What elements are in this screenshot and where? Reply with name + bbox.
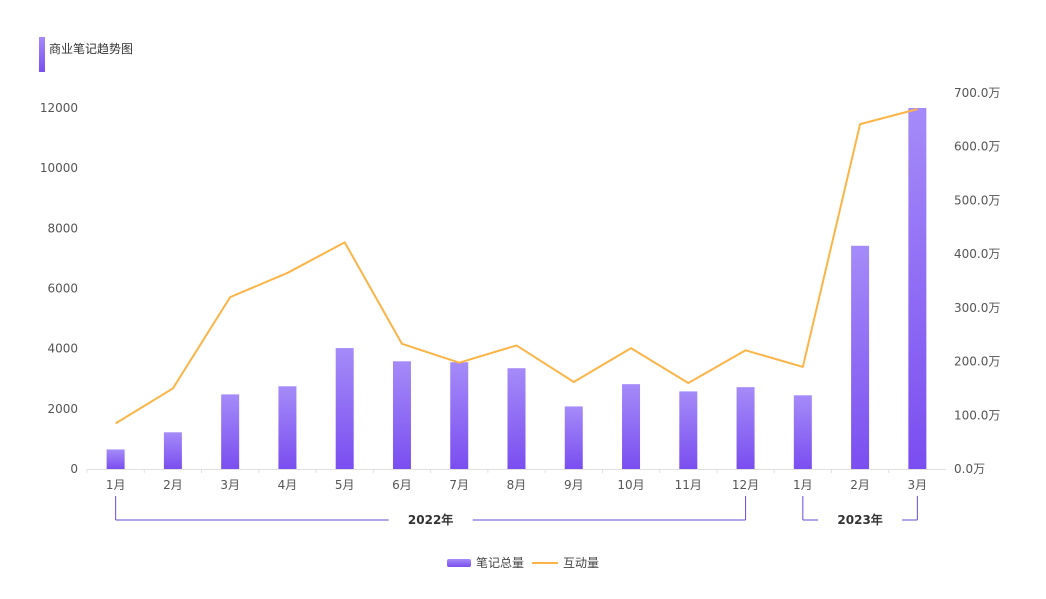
bar — [908, 108, 927, 469]
legend-item-notes[interactable]: 笔记总量 — [446, 554, 524, 571]
bar — [851, 245, 870, 469]
y-left-tick-label: 2000 — [47, 402, 78, 416]
y-right-tick-label: 400.0万 — [954, 247, 1000, 261]
x-tick-label: 12月 — [732, 478, 759, 492]
y-right-tick-label: 200.0万 — [954, 355, 1000, 369]
x-tick-label: 3月 — [908, 478, 928, 492]
x-tick-label: 9月 — [564, 478, 584, 492]
bar — [392, 361, 411, 469]
bar — [622, 384, 641, 469]
legend-label-interactions: 互动量 — [563, 556, 600, 570]
x-tick-label: 4月 — [278, 478, 298, 492]
chart-title: 商业笔记趋势图 — [49, 42, 134, 56]
bar — [278, 386, 297, 469]
y-right-tick-label: 300.0万 — [954, 301, 1000, 315]
bar — [335, 348, 354, 469]
x-tick-label: 7月 — [449, 478, 469, 492]
y-left-tick-label: 4000 — [47, 342, 78, 356]
legend-item-interactions[interactable]: 互动量 — [532, 554, 599, 571]
x-tick-label: 2月 — [163, 478, 183, 492]
x-tick-label: 1月 — [106, 478, 126, 492]
y-right-tick-label: 100.0万 — [954, 408, 1000, 422]
y-right-tick-label: 700.0万 — [954, 86, 1000, 100]
x-tick-label: 6月 — [392, 478, 412, 492]
bar — [106, 449, 125, 469]
legend-label-notes: 笔记总量 — [475, 556, 524, 570]
x-tick-label: 1月 — [793, 478, 813, 492]
year-label: 2022年 — [408, 512, 453, 527]
y-left-tick-label: 0 — [70, 462, 78, 476]
y-left-tick-label: 6000 — [47, 282, 78, 296]
x-tick-label: 11月 — [675, 478, 702, 492]
bar — [507, 368, 526, 469]
y-right-tick-label: 600.0万 — [954, 140, 1000, 154]
legend: 笔记总量 互动量 — [0, 554, 1046, 571]
x-tick-label: 10月 — [617, 478, 644, 492]
x-tick-label: 3月 — [220, 478, 240, 492]
y-right-tick-label: 500.0万 — [954, 193, 1000, 207]
y-left-tick-label: 10000 — [40, 161, 78, 175]
bar — [450, 362, 469, 469]
bar — [679, 391, 698, 469]
title-accent-bar — [39, 37, 45, 72]
bar — [793, 395, 812, 469]
legend-bar-swatch — [446, 558, 471, 567]
bar — [221, 394, 240, 469]
y-left-tick-label: 8000 — [47, 221, 78, 235]
legend-line-swatch — [532, 561, 558, 564]
x-tick-label: 2月 — [850, 478, 870, 492]
x-tick-label: 5月 — [335, 478, 355, 492]
year-label: 2023年 — [837, 512, 882, 527]
y-right-tick-label: 0.0万 — [954, 462, 985, 476]
bar — [163, 432, 182, 469]
x-tick-label: 8月 — [507, 478, 527, 492]
bar — [736, 387, 755, 469]
bar — [564, 406, 583, 469]
y-left-tick-label: 12000 — [40, 101, 78, 115]
